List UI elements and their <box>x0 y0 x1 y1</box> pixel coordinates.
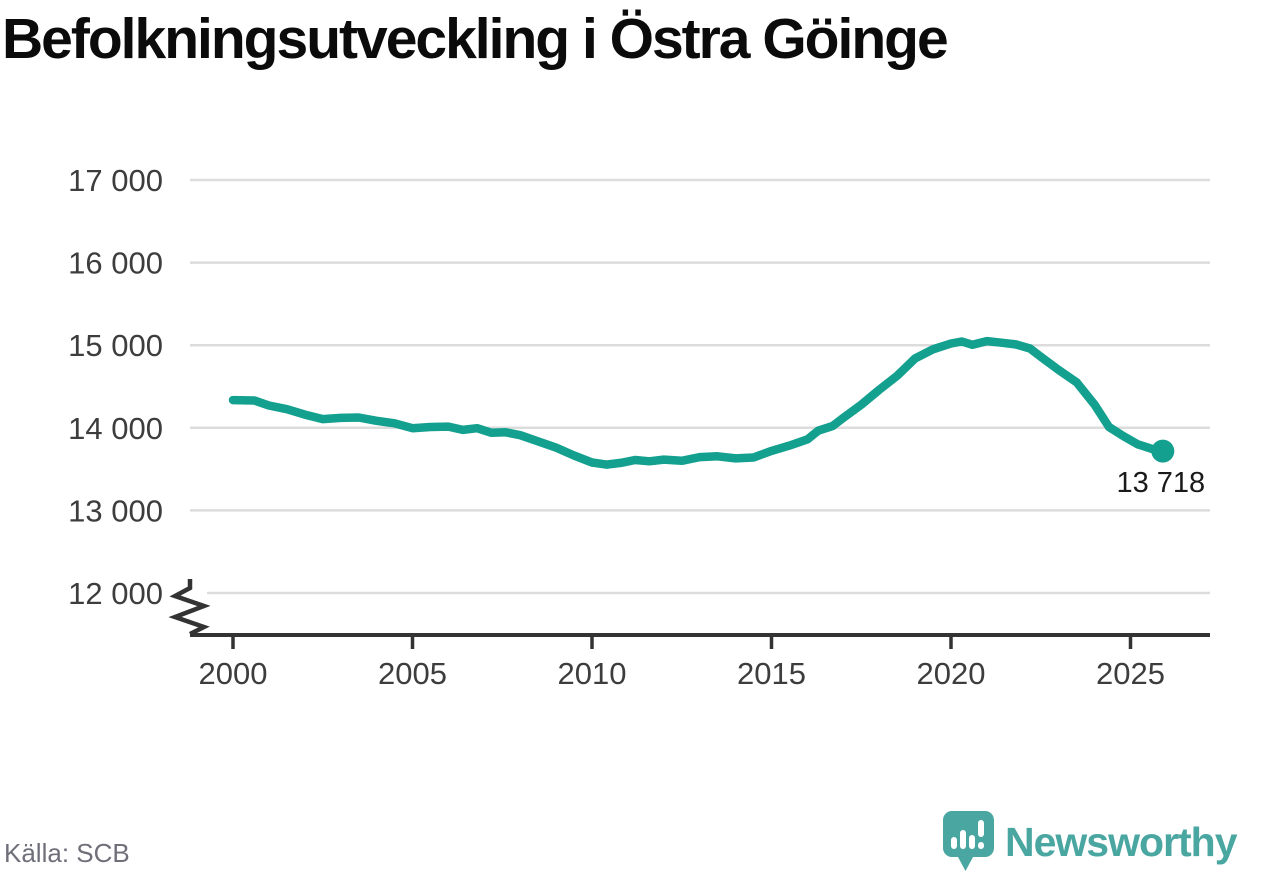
end-value-label: 13 718 <box>1116 467 1205 499</box>
axis-break-zigzag-icon <box>168 579 211 637</box>
x-axis-tick-label: 2005 <box>378 656 447 691</box>
x-axis-tick-label: 2025 <box>1096 656 1165 691</box>
page-title: Befolkningsutveckling i Östra Göinge <box>2 7 949 71</box>
newsworthy-logo: Newsworthy <box>942 810 1237 874</box>
newsworthy-wordmark: Newsworthy <box>1005 818 1237 865</box>
y-axis-tick-label: 15 000 <box>68 328 163 363</box>
source-note: Källa: SCB <box>4 838 130 868</box>
x-axis-tick-label: 2015 <box>737 656 806 691</box>
y-axis-tick-label: 17 000 <box>68 163 163 198</box>
x-axis-tick-label: 2000 <box>199 656 268 691</box>
x-axis-tick-label: 2010 <box>558 656 627 691</box>
x-axis-tick-label: 2020 <box>917 656 986 691</box>
y-axis-tick-label: 14 000 <box>68 411 163 446</box>
series-end-dot <box>1151 439 1175 463</box>
y-axis-tick-label: 12 000 <box>68 576 163 611</box>
newsworthy-icon <box>943 811 994 871</box>
population-series-line <box>228 336 1168 469</box>
y-axis-tick-label: 16 000 <box>68 246 163 281</box>
y-axis-tick-label: 13 000 <box>68 493 163 528</box>
